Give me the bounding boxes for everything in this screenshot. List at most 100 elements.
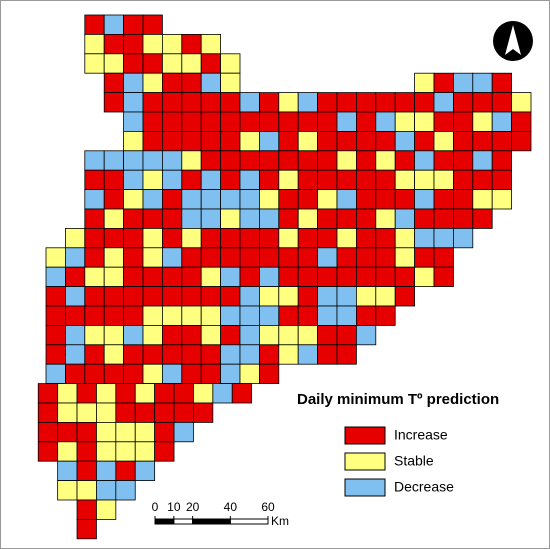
grid-cell: [181, 189, 202, 210]
grid-cell: [123, 169, 144, 190]
grid-cell: [278, 227, 299, 249]
grid-cell: [452, 92, 474, 113]
grid-cell: [76, 519, 97, 540]
grid-cell: [103, 150, 124, 171]
grid-cell: [394, 247, 416, 268]
grid-cell: [161, 53, 183, 74]
grid-cell: [258, 208, 280, 229]
grid-cell: [181, 130, 202, 152]
legend-label: Increase: [394, 427, 448, 443]
grid-cell: [57, 383, 78, 404]
grid-cell: [355, 92, 377, 113]
grid-cell: [375, 286, 396, 307]
grid-cell: [491, 111, 513, 132]
grid-cell: [154, 441, 175, 462]
grid-cell: [511, 111, 532, 132]
grid-cell: [193, 383, 214, 404]
grid-cell: [375, 189, 396, 210]
grid-cell: [142, 305, 163, 326]
grid-cell: [161, 169, 183, 190]
grid-cell: [103, 34, 124, 55]
grid-cell: [278, 92, 299, 113]
grid-cell: [84, 363, 105, 385]
grid-cell: [355, 150, 377, 171]
grid-cell: [239, 227, 260, 249]
grid-cell: [103, 169, 124, 190]
grid-cell: [414, 227, 435, 249]
grid-cell: [433, 169, 454, 190]
grid-cell: [142, 111, 163, 132]
grid-cell: [336, 92, 357, 113]
grid-cell: [336, 344, 357, 365]
grid-cell: [103, 286, 124, 307]
grid-cell: [115, 402, 136, 423]
grid-cell: [297, 305, 319, 326]
grid-cell: [317, 189, 338, 210]
grid-cell: [317, 324, 338, 346]
grid-cell: [336, 150, 357, 171]
grid-cell: [96, 460, 117, 482]
grid-cell: [161, 72, 183, 93]
grid-cell: [200, 286, 221, 307]
grid-cell: [511, 92, 532, 113]
grid-cell: [355, 208, 377, 229]
grid-cell: [103, 53, 124, 74]
grid-cell: [297, 208, 319, 229]
grid-cell: [239, 111, 260, 132]
grid-cell: [200, 208, 221, 229]
grid-cell: [317, 305, 338, 326]
grid-cell: [336, 130, 357, 152]
grid-cell: [239, 286, 260, 307]
legend: Increase Stable Decrease: [344, 426, 454, 497]
grid-cell: [123, 92, 144, 113]
grid-cell: [134, 421, 156, 443]
grid-cell: [414, 92, 435, 113]
grid-cell: [37, 441, 59, 462]
grid-cell: [142, 286, 163, 307]
grid-cell: [491, 72, 513, 93]
grid-cell: [134, 383, 156, 404]
grid-cell: [181, 111, 202, 132]
grid-cell: [161, 324, 183, 346]
grid-cell: [123, 363, 144, 385]
grid-cell: [134, 402, 156, 423]
grid-cell: [220, 305, 241, 326]
grid-cell: [472, 92, 493, 113]
grid-cell: [452, 189, 474, 210]
grid-cell: [258, 266, 280, 288]
grid-cell: [84, 53, 105, 74]
legend-label: Decrease: [394, 479, 454, 495]
grid-cell: [200, 53, 221, 74]
grid-cell: [375, 130, 396, 152]
grid-cell: [394, 227, 416, 249]
grid-cell: [161, 305, 183, 326]
grid-cell: [65, 266, 86, 288]
grid-cell: [317, 247, 338, 268]
grid-cell: [231, 383, 253, 404]
grid-cell: [239, 130, 260, 152]
grid-cell: [220, 227, 241, 249]
grid-cell: [76, 421, 97, 443]
grid-cell: [414, 247, 435, 268]
grid-cell: [220, 150, 241, 171]
grid-cell: [317, 227, 338, 249]
grid-cell: [297, 266, 319, 288]
scale-segment: [154, 518, 175, 525]
grid-cell: [317, 169, 338, 190]
grid-cell: [123, 34, 144, 55]
grid-cell: [134, 441, 156, 462]
grid-cell: [297, 189, 319, 210]
grid-cell: [142, 34, 163, 55]
grid-cell: [278, 130, 299, 152]
grid-cell: [375, 305, 396, 326]
grid-cell: [336, 189, 357, 210]
grid-cell: [220, 53, 241, 74]
grid-cell: [45, 286, 66, 307]
grid-cell: [239, 189, 260, 210]
grid-cell: [200, 169, 221, 190]
grid-cell: [336, 247, 357, 268]
grid-cell: [491, 92, 513, 113]
grid-cell: [57, 441, 78, 462]
grid-cell: [433, 72, 454, 93]
grid-cell: [433, 111, 454, 132]
